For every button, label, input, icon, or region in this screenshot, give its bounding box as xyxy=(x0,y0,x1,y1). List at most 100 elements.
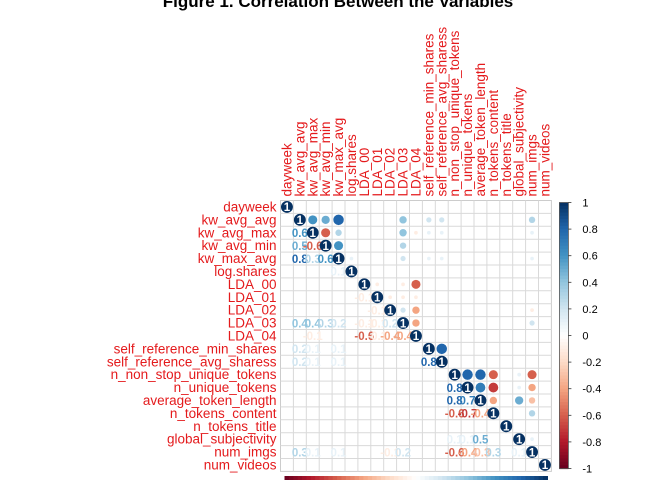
column-label: global_subjectivity xyxy=(512,87,527,197)
correlation-value: 0 xyxy=(322,421,328,433)
colorbar-tick-label: -0.8 xyxy=(582,437,601,449)
column-label: kw_avg_avg xyxy=(292,121,307,196)
correlation-value: 0.1 xyxy=(331,344,348,356)
correlation-value: 0 xyxy=(387,396,393,408)
row-label: dayweek xyxy=(223,199,277,214)
bottom-bar-segment xyxy=(315,476,321,480)
colorbar-tick-label: 0.4 xyxy=(582,277,597,289)
diagonal-circle xyxy=(293,213,306,226)
correlation-value: 0 xyxy=(374,409,380,421)
correlation-value: 0 xyxy=(439,434,445,446)
correlation-value: 0.1 xyxy=(305,447,322,459)
colorbar-segment xyxy=(559,295,569,300)
correlation-circle xyxy=(530,437,534,441)
correlation-value: 0 xyxy=(387,383,393,395)
correlation-value: 0 xyxy=(516,460,522,472)
correlation-value: 0 xyxy=(322,344,328,356)
bottom-bar-segment xyxy=(481,476,487,480)
correlation-value: 1 xyxy=(297,215,304,227)
correlation-value: -0.1 xyxy=(380,447,400,459)
colorbar-segment xyxy=(559,292,569,297)
colorbar-segment xyxy=(559,265,569,270)
colorbar-segment xyxy=(559,302,569,307)
correlation-value: 0.5 xyxy=(292,241,309,253)
correlation-value: 0 xyxy=(387,370,393,382)
colorbar-tick-label: -1 xyxy=(582,464,592,476)
correlation-value: 0 xyxy=(400,409,406,421)
correlation-value: 0 xyxy=(400,344,406,356)
correlation-value: 0 xyxy=(413,357,419,369)
correlation-circle xyxy=(375,282,380,287)
correlation-value: 0 xyxy=(284,357,290,369)
colorbar-segment xyxy=(559,335,569,340)
row-label: LDA_04 xyxy=(228,328,277,343)
correlation-value: 0.8 xyxy=(447,396,464,408)
diagonal-circle xyxy=(306,226,319,239)
diagonal-circle xyxy=(319,239,332,252)
correlation-value: 0 xyxy=(348,383,354,395)
correlation-value: 0 xyxy=(297,434,303,446)
correlation-circle xyxy=(436,343,447,355)
correlation-value: 0 xyxy=(284,267,290,279)
correlation-value: -0.1 xyxy=(354,292,374,304)
correlation-value: 0 xyxy=(310,409,316,421)
correlation-value: 0 xyxy=(335,421,341,433)
colorbar-segment xyxy=(559,305,569,310)
correlation-value: 0 xyxy=(284,241,290,253)
bottom-bar-segment xyxy=(319,476,325,480)
column-labels: dayweekkw_avg_avgkw_avg_maxkw_avg_minkw_… xyxy=(279,27,552,197)
colorbar-segment xyxy=(559,222,569,227)
correlation-circle xyxy=(334,241,344,251)
row-label: self_reference_avg_sharess xyxy=(107,354,277,369)
bottom-bar-segment xyxy=(534,476,540,480)
correlation-value: 0 xyxy=(361,447,367,459)
column-label: n_tokens_title xyxy=(499,113,514,196)
correlation-value: 0.7 xyxy=(460,396,476,408)
colorbar-segment xyxy=(559,465,569,470)
colorbar-segment xyxy=(559,448,569,453)
correlation-value: 0 xyxy=(387,409,393,421)
correlation-value: 0 xyxy=(374,421,380,433)
correlation-value: 0 xyxy=(335,305,341,317)
bottom-bar-segment xyxy=(341,476,347,480)
bottom-bar-segment xyxy=(507,476,513,480)
bottom-colorbar xyxy=(284,476,548,480)
correlation-circle xyxy=(400,307,406,313)
bottom-bar-segment xyxy=(521,476,527,480)
correlation-circle xyxy=(528,410,536,417)
correlation-value: 0 xyxy=(439,447,445,459)
correlation-value: 0 xyxy=(335,396,341,408)
row-label: average_token_length xyxy=(143,393,277,408)
correlation-value: 1 xyxy=(310,228,317,240)
correlation-value: 0 xyxy=(400,396,406,408)
correlation-value: 0 xyxy=(413,344,419,356)
correlation-value: 0.1 xyxy=(331,267,348,279)
colorbar-segment xyxy=(559,378,569,383)
correlation-value: 0 xyxy=(361,370,367,382)
correlation-value: -0.3 xyxy=(471,447,491,459)
column-label: kw_avg_min xyxy=(318,121,333,196)
bottom-bar-segment xyxy=(512,476,518,480)
colorbar-tick-label: -0.2 xyxy=(582,357,601,369)
correlation-value: 0 xyxy=(503,460,509,472)
bottom-bar-segment xyxy=(297,476,303,480)
colorbar-segment xyxy=(559,372,569,376)
colorbar-segment xyxy=(559,352,569,357)
colorbar-segment xyxy=(559,458,569,463)
correlation-value: 0 xyxy=(439,396,445,408)
correlation-value: 0 xyxy=(335,280,341,292)
correlation-value: 0 xyxy=(335,460,341,472)
colorbar-segment xyxy=(559,328,569,333)
correlation-circle xyxy=(488,370,498,380)
colorbar-segment xyxy=(559,435,569,440)
colorbar-tick-label: -0.4 xyxy=(582,384,601,396)
correlation-value: 0 xyxy=(426,434,432,446)
correlation-value: 0 xyxy=(348,409,354,421)
bottom-bar-segment xyxy=(389,476,395,480)
column-label: LDA_00 xyxy=(357,148,372,197)
correlation-value: 0 xyxy=(361,357,367,369)
bottom-bar-segment xyxy=(284,476,290,480)
correlation-value: 0 xyxy=(439,460,445,472)
colorbar-segment xyxy=(559,272,569,277)
correlation-value: 1 xyxy=(348,267,355,279)
